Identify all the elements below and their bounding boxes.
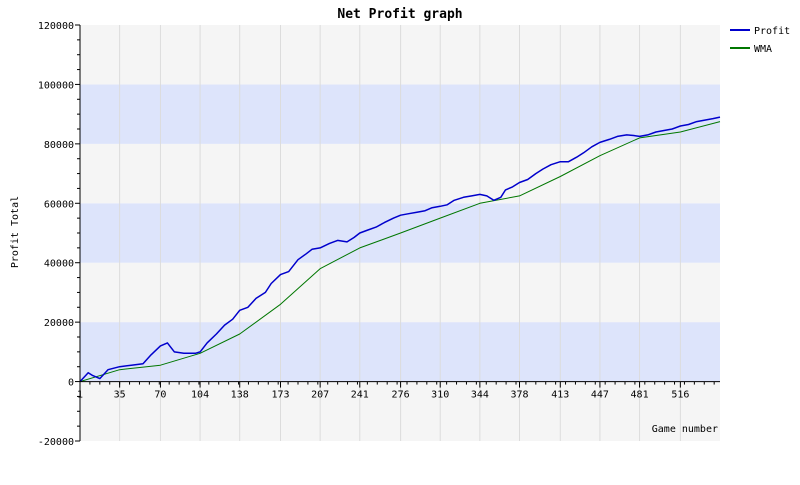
series-line-wma — [79, 121, 721, 383]
background-band — [80, 381, 720, 441]
chart-title: Net Profit graph — [337, 7, 462, 22]
legend-label-profit: Profit — [754, 26, 790, 37]
x-tick-label: 173 — [271, 390, 289, 401]
series-layer — [79, 116, 721, 383]
background-band — [80, 262, 720, 323]
y-tick-label: 80000 — [44, 140, 74, 151]
y-tick-label: 100000 — [38, 80, 74, 91]
x-tick-label: 35 — [114, 390, 126, 401]
x-tick-label: 344 — [471, 390, 489, 401]
x-tick-label: 447 — [591, 390, 609, 401]
background-bands — [80, 25, 720, 441]
legend: Profit WMA — [730, 26, 790, 55]
y-tick-label: 40000 — [44, 259, 74, 270]
y-tick-label: 20000 — [44, 318, 74, 329]
x-tick-label: 241 — [351, 390, 369, 401]
y-tick-label: 120000 — [38, 21, 74, 32]
x-tick-label: 207 — [311, 390, 329, 401]
x-tick-label: 378 — [510, 390, 528, 401]
x-axis-label: Game number — [652, 424, 718, 435]
background-band — [80, 143, 720, 204]
series-line-profit — [79, 116, 721, 383]
y-tick-label: -20000 — [38, 437, 74, 448]
tick-labels: -20000 0 20000 40000 60000 80000 100000 120000 1… — [38, 21, 690, 448]
background-band — [80, 84, 720, 144]
y-axis-label: Profit Total — [10, 196, 21, 268]
y-tick-label: 60000 — [44, 199, 74, 210]
background-band — [80, 322, 720, 382]
x-tick-label: 1 — [77, 390, 83, 401]
y-tick-label: 0 — [68, 378, 74, 389]
x-tick-label: 481 — [631, 390, 649, 401]
axes — [75, 24, 720, 442]
x-tick-label: 138 — [231, 390, 249, 401]
x-tick-label: 413 — [551, 390, 569, 401]
x-tick-label: 104 — [191, 390, 209, 401]
x-tick-label: 70 — [154, 390, 166, 401]
background-band — [80, 25, 720, 85]
x-tick-label: 276 — [392, 390, 410, 401]
x-tick-label: 516 — [671, 390, 689, 401]
legend-label-wma: WMA — [754, 44, 772, 55]
x-tick-label: 310 — [431, 390, 449, 401]
